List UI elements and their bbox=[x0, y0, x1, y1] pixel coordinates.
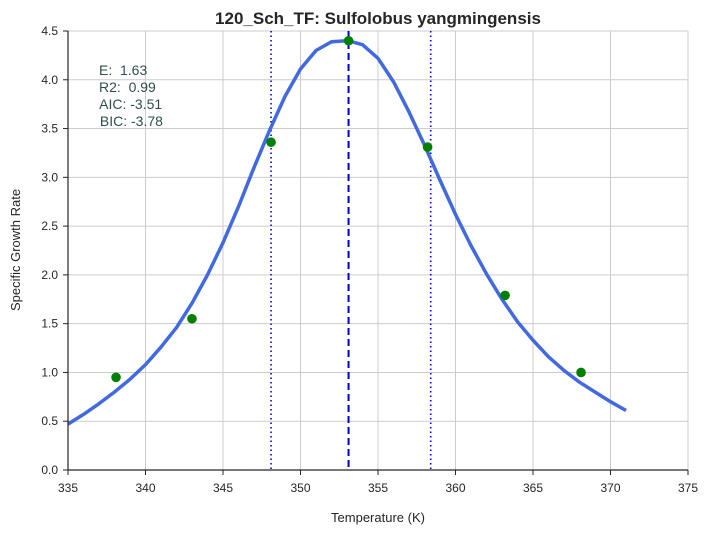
x-tick-label: 355 bbox=[368, 481, 388, 495]
stat-e: E: 1.63 bbox=[99, 62, 147, 78]
observed-point bbox=[343, 35, 354, 46]
x-axis-ticks: 335 340 345 350 355 360 365 370 375 bbox=[58, 470, 698, 495]
y-axis-ticks: 0.0 0.5 1.0 1.5 2.0 2.5 3.0 3.5 4.0 4.5 bbox=[41, 24, 68, 477]
observed-point bbox=[111, 372, 121, 383]
y-tick-label: 1.0 bbox=[41, 365, 58, 379]
y-tick-label: 4.0 bbox=[41, 73, 58, 87]
x-tick-label: 375 bbox=[678, 481, 698, 495]
x-axis-label: Temperature (K) bbox=[331, 510, 425, 525]
x-tick-label: 340 bbox=[135, 481, 155, 495]
observed-point bbox=[500, 290, 510, 301]
stat-bic: BIC: -3.78 bbox=[96, 113, 163, 129]
y-axis-label: Specific Growth Rate bbox=[8, 189, 23, 311]
stat-aic: AIC: -3.51 bbox=[96, 96, 162, 112]
y-tick-label: 4.5 bbox=[41, 24, 58, 38]
y-tick-label: 3.0 bbox=[41, 170, 58, 184]
x-tick-label: 345 bbox=[213, 481, 233, 495]
y-tick-label: 0.5 bbox=[41, 414, 58, 428]
y-tick-label: 2.5 bbox=[41, 219, 58, 233]
observed-point bbox=[422, 142, 433, 152]
x-tick-label: 370 bbox=[600, 481, 620, 495]
chart-title: 120_Sch_TF: Sulfolobus yangmingensis bbox=[215, 9, 541, 28]
grid bbox=[67, 30, 689, 471]
observed-point bbox=[187, 313, 197, 324]
observed-points-layer bbox=[111, 35, 586, 383]
x-tick-label: 365 bbox=[523, 481, 543, 495]
observed-point bbox=[576, 367, 586, 378]
observed-point bbox=[266, 137, 276, 148]
x-tick-label: 335 bbox=[58, 481, 78, 495]
stat-r2: R2: 0.99 bbox=[99, 79, 156, 95]
y-tick-label: 2.0 bbox=[41, 268, 58, 282]
y-tick-label: 1.5 bbox=[41, 317, 58, 331]
reference-lines bbox=[270, 31, 432, 470]
y-tick-label: 0.0 bbox=[41, 463, 58, 477]
x-tick-label: 360 bbox=[445, 481, 465, 495]
y-tick-label: 3.5 bbox=[41, 122, 58, 136]
x-tick-label: 350 bbox=[290, 481, 310, 495]
fit-stats-annotation: E: 1.63 R2: 0.99 AIC: -3.51 BIC: -3.78 bbox=[96, 62, 163, 129]
